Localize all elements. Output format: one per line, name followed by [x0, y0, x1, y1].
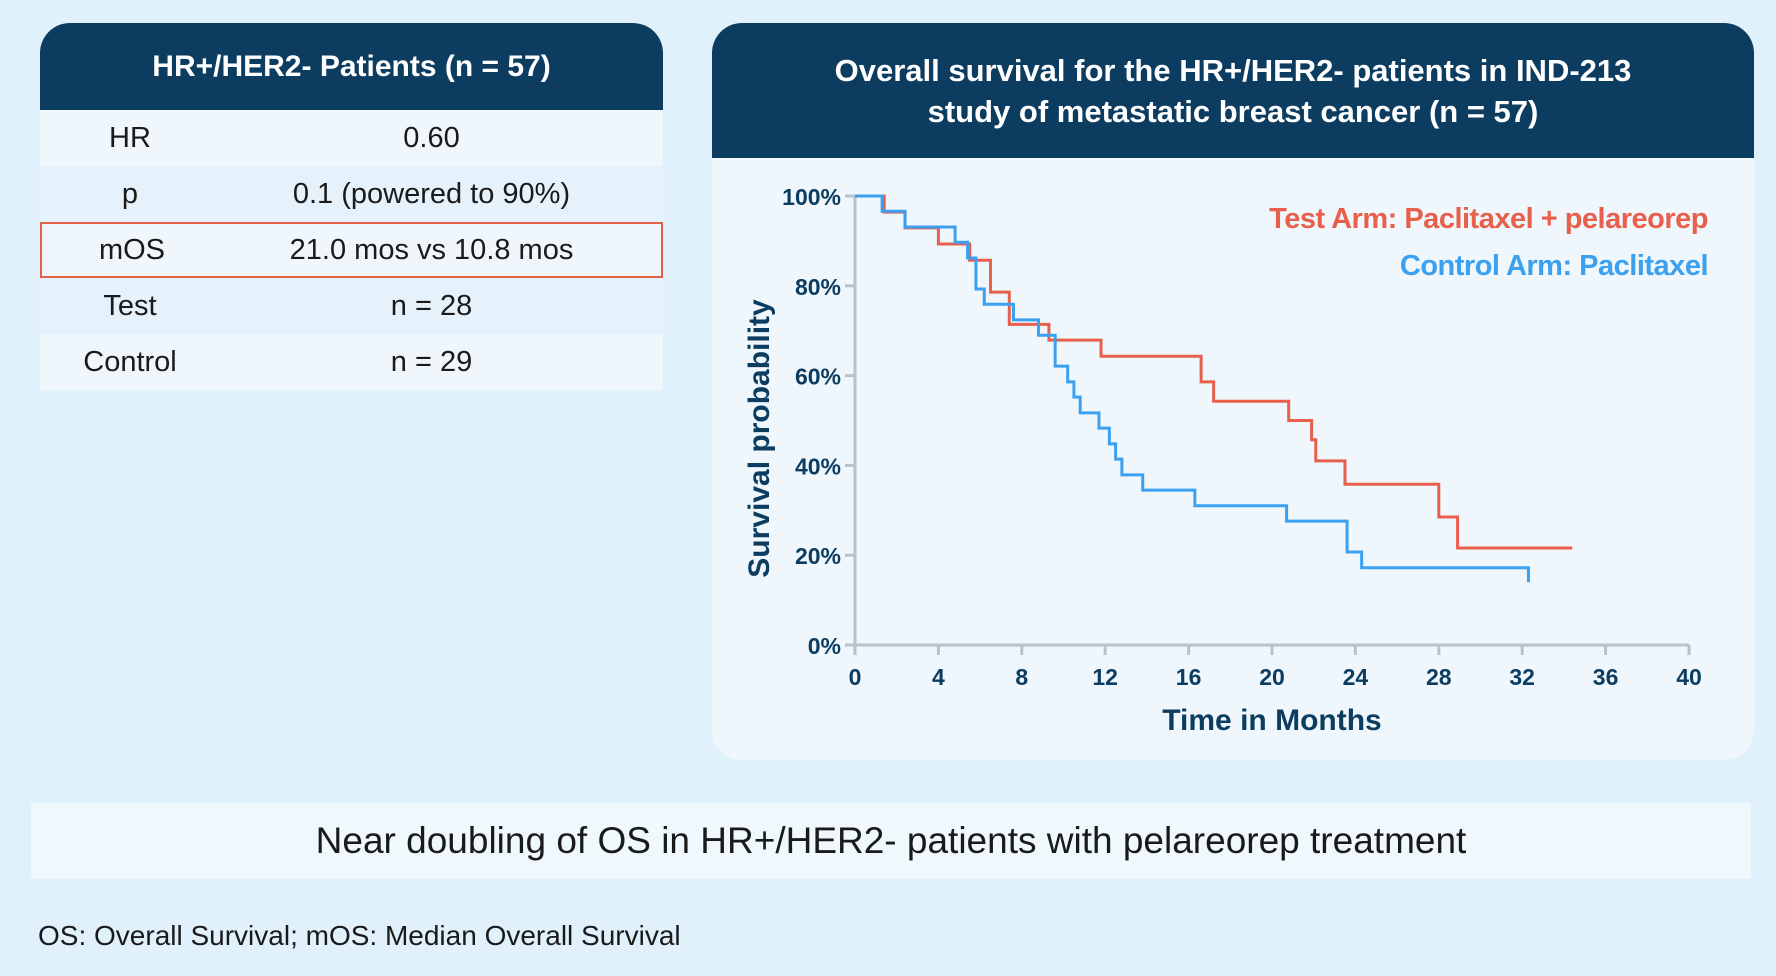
table-title: HR+/HER2- Patients (n = 57)	[40, 23, 663, 110]
y-tick-label: 60%	[795, 364, 841, 390]
x-tick-label: 32	[1509, 664, 1535, 690]
legend-control-arm: Control Arm: Paclitaxel	[1400, 250, 1708, 282]
row-label: HR	[109, 121, 151, 154]
y-tick-label: 20%	[795, 543, 841, 569]
row-label: Control	[83, 345, 177, 378]
row-value: 21.0 mos vs 10.8 mos	[289, 233, 574, 266]
row-value: 0.1 (powered to 90%)	[292, 177, 571, 210]
stats-table: HR+/HER2- Patients (n = 57) HR 0.60 p 0.…	[40, 23, 663, 390]
table-row-hr: HR 0.60	[40, 110, 663, 166]
control-arm-curve	[855, 194, 1530, 583]
legend-test-arm: Test Arm: Paclitaxel + pelareorep	[1269, 203, 1708, 235]
row-value: 0.60	[403, 121, 460, 154]
survival-chart-card: Overall survival for the HR+/HER2- patie…	[712, 23, 1754, 760]
x-tick-label: 0	[849, 664, 862, 690]
chart-title: Overall survival for the HR+/HER2- patie…	[712, 23, 1754, 158]
y-tick-label: 80%	[795, 274, 841, 300]
table-row-test: Test n = 28	[40, 278, 663, 334]
test-arm-curve	[855, 194, 1573, 550]
table-row-p: p 0.1 (powered to 90%)	[40, 166, 663, 222]
row-label: Test	[103, 289, 157, 322]
x-axis-label: Time in Months	[1162, 704, 1381, 737]
x-tick-label: 16	[1176, 664, 1202, 690]
x-tick-label: 8	[1015, 664, 1028, 690]
row-label: p	[121, 177, 139, 210]
row-label: mOS	[98, 233, 166, 266]
y-tick-label: 40%	[795, 453, 841, 479]
y-tick-label: 100%	[782, 184, 841, 210]
row-value: n = 29	[390, 345, 473, 378]
table-row-control: Control n = 29	[40, 334, 663, 390]
y-tick-label: 0%	[808, 633, 841, 659]
chart-title-line-2: study of metastatic breast cancer (n = 5…	[927, 93, 1539, 129]
x-tick-label: 28	[1426, 664, 1452, 690]
x-tick-label: 24	[1343, 664, 1369, 690]
chart-title-line-1: Overall survival for the HR+/HER2- patie…	[834, 52, 1632, 88]
x-tick-label: 40	[1676, 664, 1702, 690]
footnote: OS: Overall Survival; mOS: Median Overal…	[38, 920, 681, 951]
x-tick-label: 36	[1593, 664, 1619, 690]
y-axis-label: Survival probability	[743, 299, 776, 578]
x-tick-label: 12	[1092, 664, 1118, 690]
survival-plot: 0% 20% 40% 60% 80% 100% 0 4 8 12 16 20 24 28 32 36 40 Tim…	[743, 184, 1709, 737]
table-body: HR 0.60 p 0.1 (powered to 90%) mOS 21.0 …	[40, 110, 663, 390]
x-tick-label: 4	[932, 664, 945, 690]
x-tick-label: 20	[1259, 664, 1285, 690]
row-value: n = 28	[390, 289, 473, 322]
table-row-mos: mOS 21.0 mos vs 10.8 mos	[40, 222, 663, 278]
summary-banner: Near doubling of OS in HR+/HER2- patient…	[31, 803, 1751, 879]
